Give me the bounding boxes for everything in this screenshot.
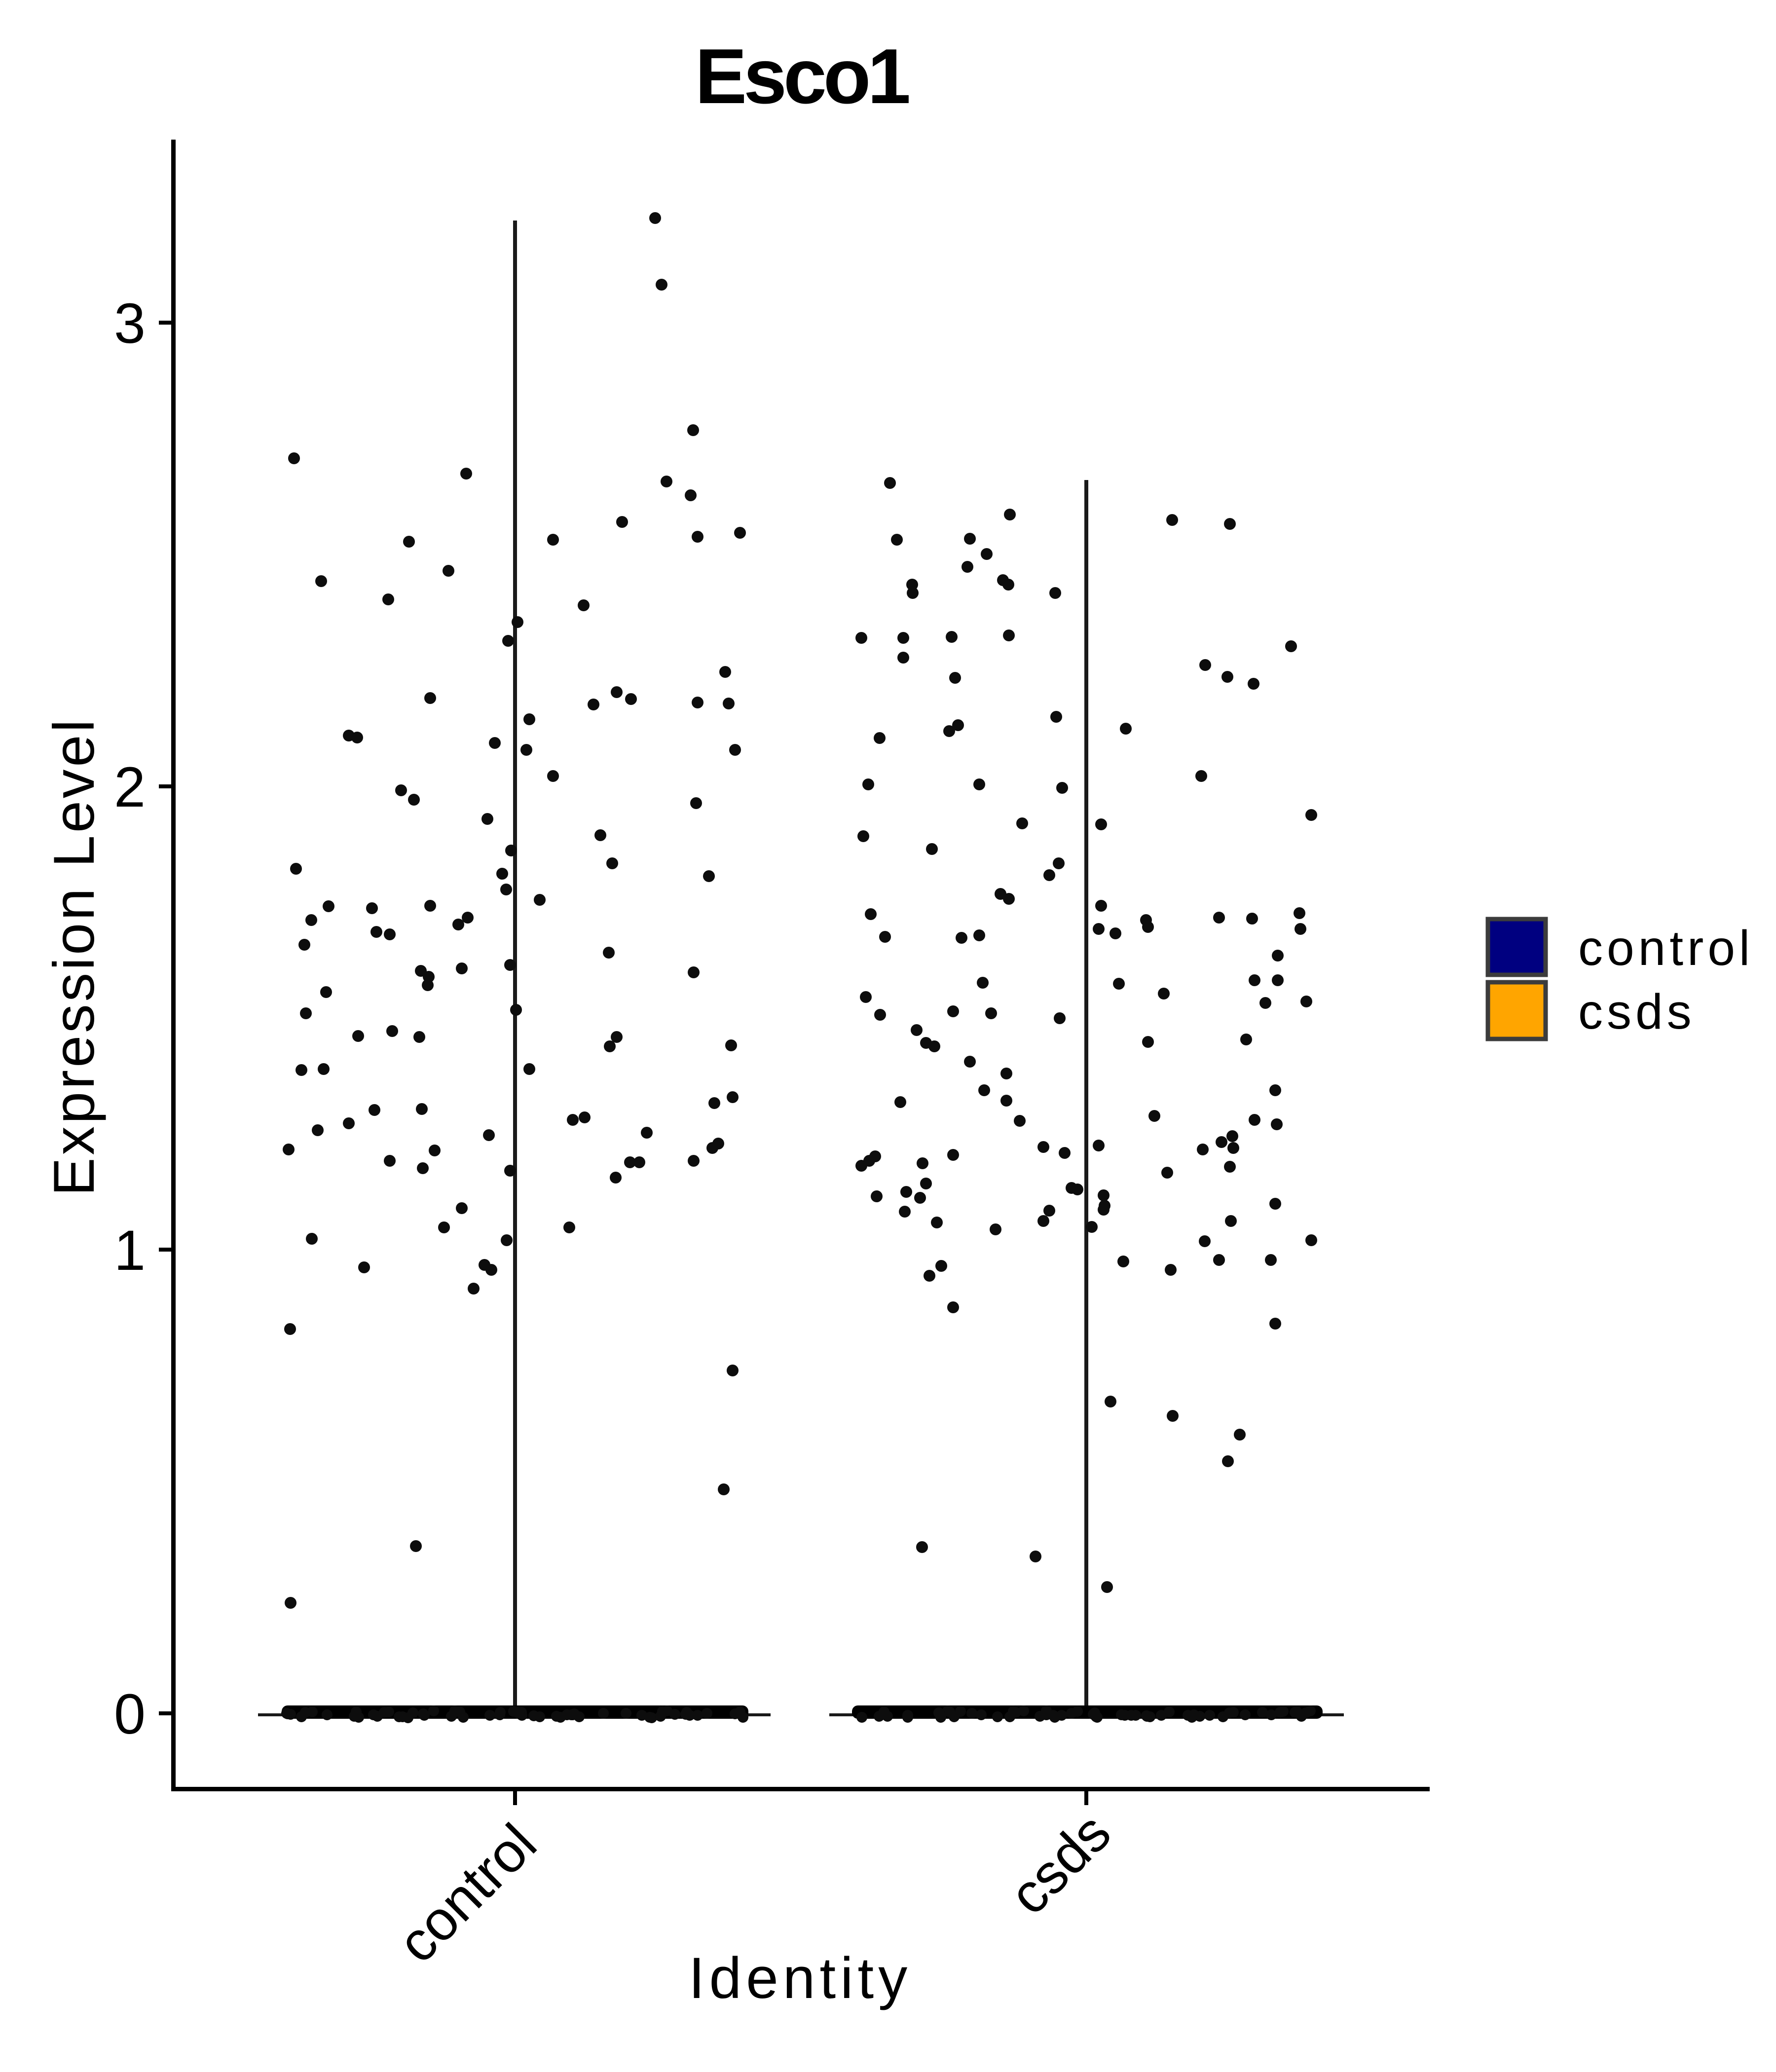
svg-text:control: control xyxy=(1578,921,1754,976)
svg-text:Identity: Identity xyxy=(689,1946,912,2011)
svg-text:0: 0 xyxy=(114,1683,146,1746)
svg-text:3: 3 xyxy=(114,292,146,355)
svg-text:2: 2 xyxy=(114,756,146,819)
svg-text:csds: csds xyxy=(1578,984,1696,1039)
svg-text:Esco1: Esco1 xyxy=(695,33,909,120)
svg-text:1: 1 xyxy=(114,1219,146,1282)
svg-text:Expression Level: Expression Level xyxy=(41,717,106,1196)
